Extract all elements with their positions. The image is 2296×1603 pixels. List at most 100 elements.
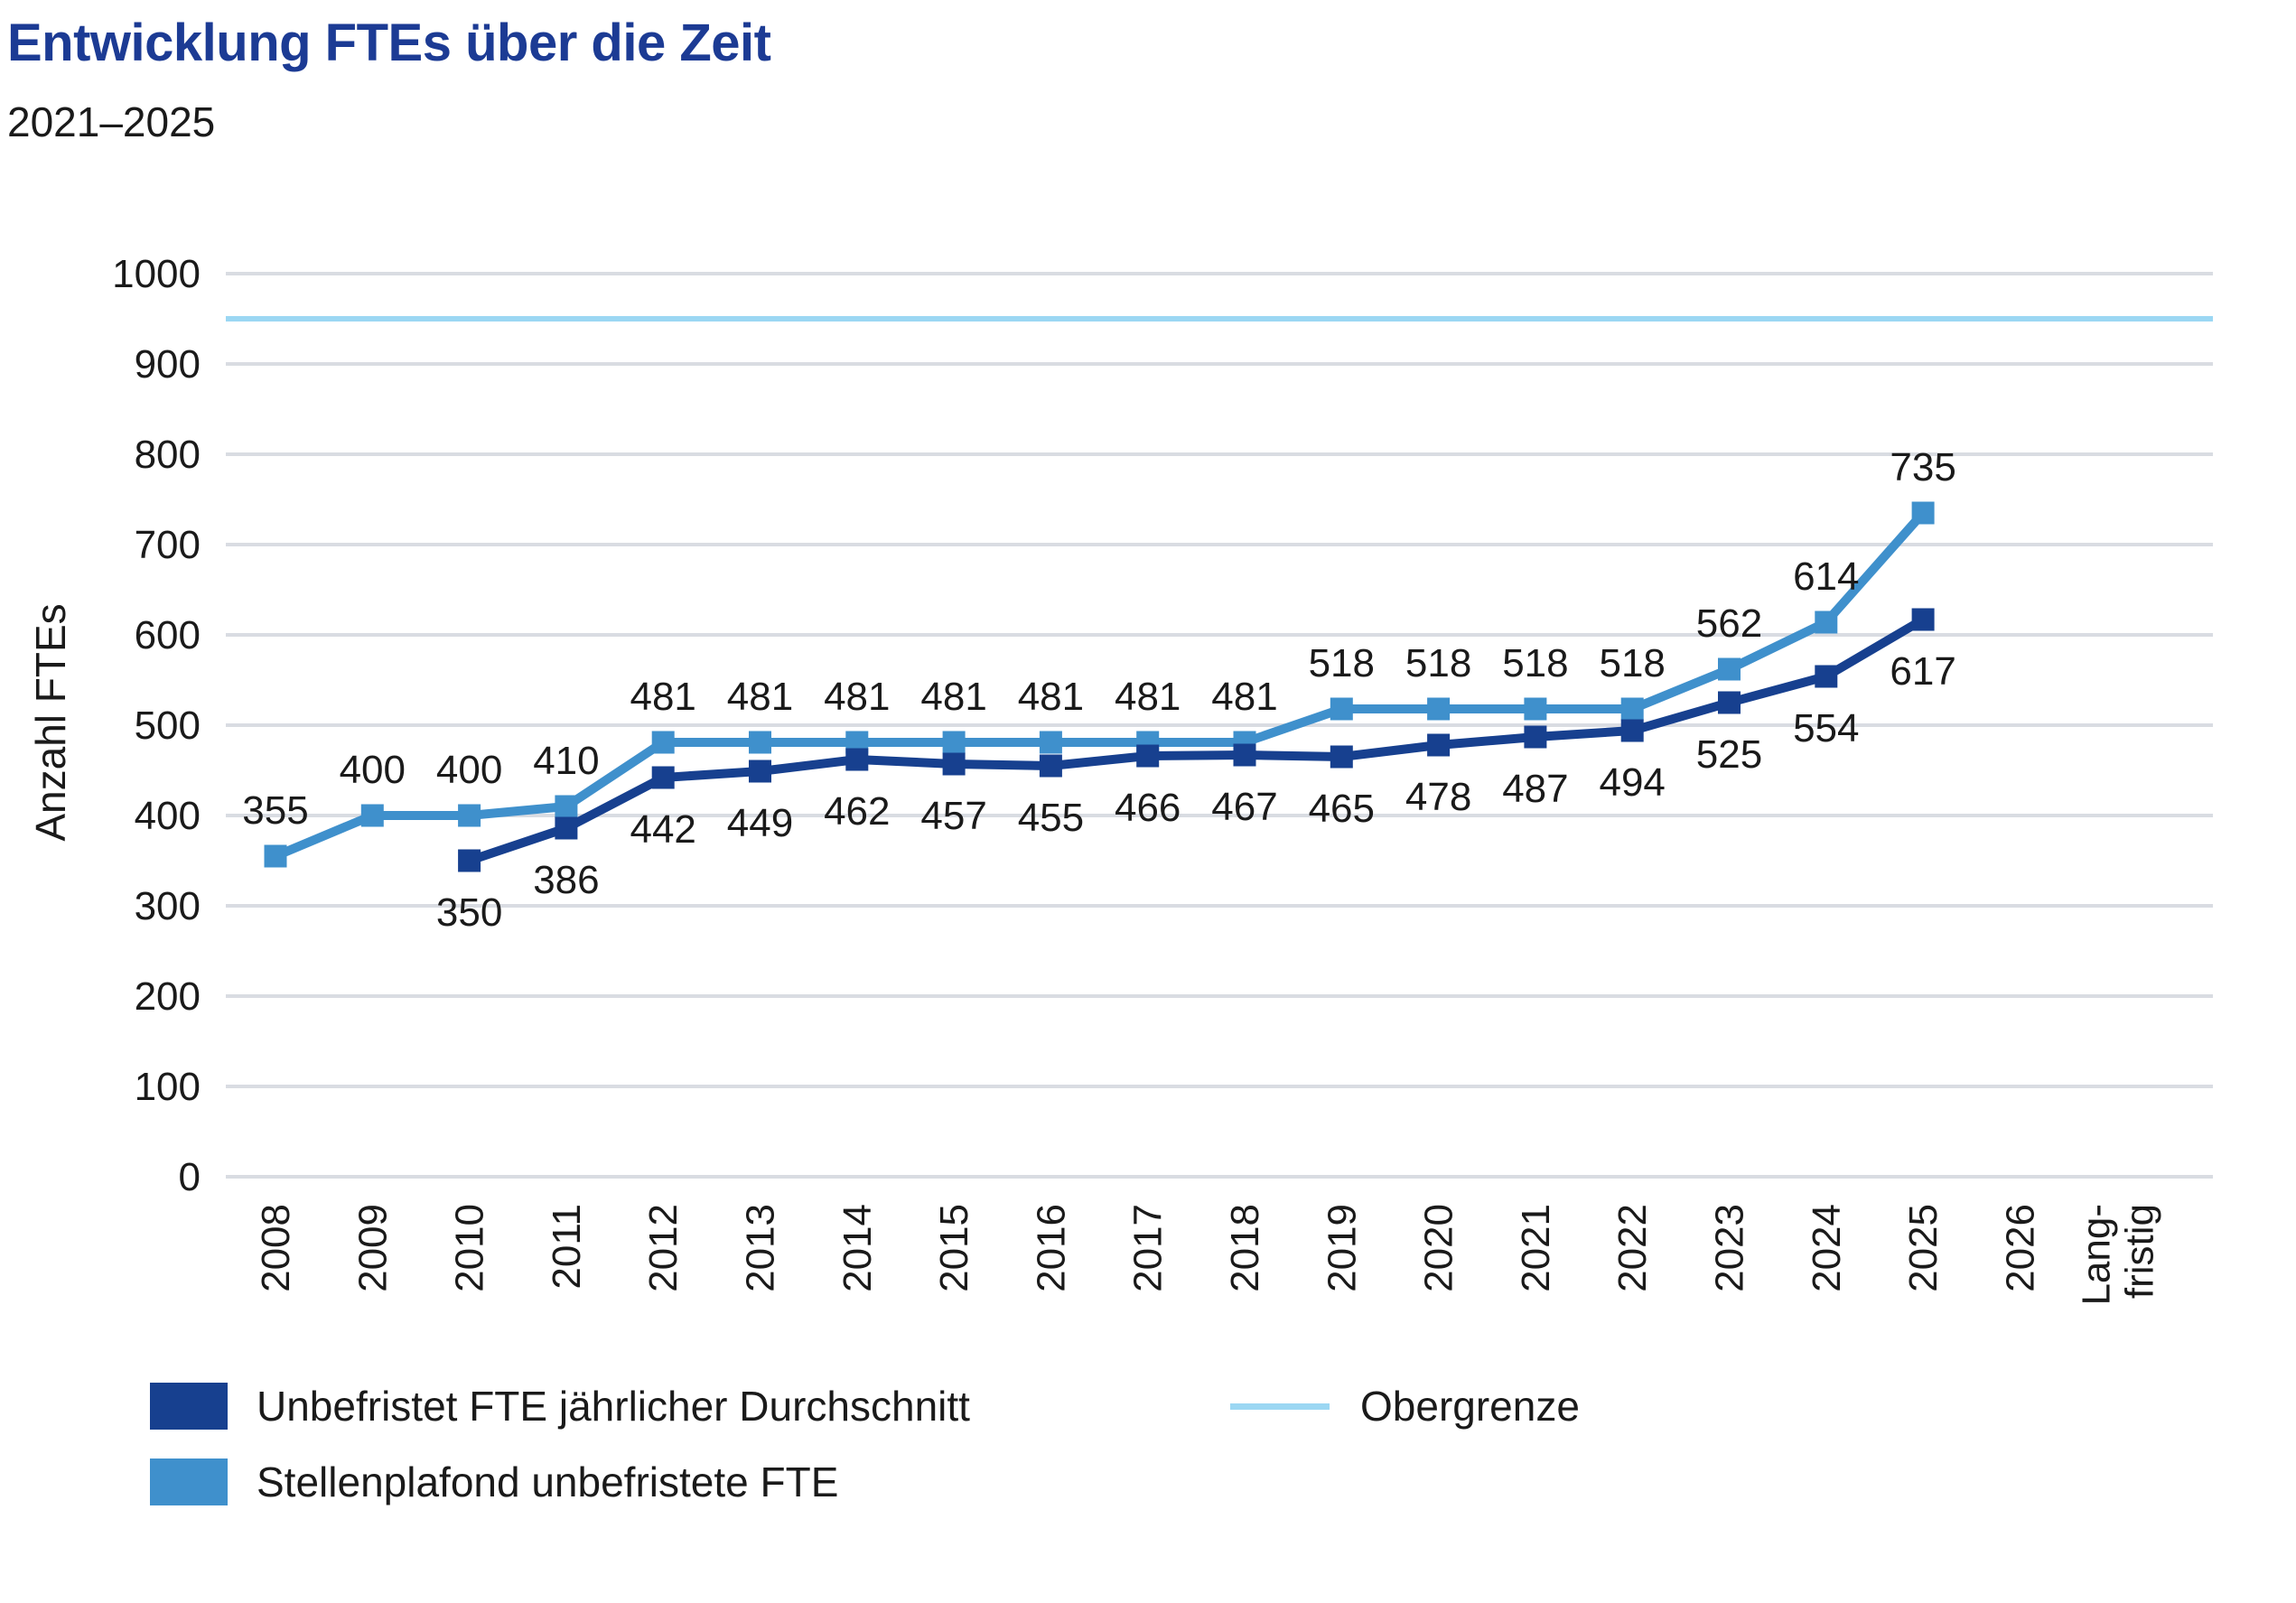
series-marker-1 bbox=[555, 795, 578, 818]
data-label: 525 bbox=[1696, 732, 1762, 777]
x-tick-label: 2021 bbox=[1514, 1204, 1558, 1292]
x-tick-label: 2016 bbox=[1029, 1204, 1073, 1292]
legend-label-stellenplafond: Stellenplafond unbefristete FTE bbox=[257, 1459, 839, 1505]
data-label: 487 bbox=[1502, 767, 1568, 811]
series-marker-0 bbox=[1233, 743, 1256, 767]
series-line-0 bbox=[468, 615, 1926, 865]
series-marker-1 bbox=[360, 804, 384, 827]
data-label: 410 bbox=[533, 739, 599, 783]
series-marker-1 bbox=[264, 844, 287, 868]
x-tick-label: 2015 bbox=[932, 1204, 976, 1292]
data-label: 386 bbox=[533, 858, 599, 902]
legend-label-unbefristet: Unbefristet FTE jährlicher Durchschnitt bbox=[257, 1383, 970, 1430]
data-label: 400 bbox=[340, 748, 406, 792]
series-marker-0 bbox=[942, 752, 966, 776]
data-label: 481 bbox=[824, 675, 890, 719]
x-tick-label: 2019 bbox=[1320, 1204, 1364, 1292]
legend-item-unbefristet: Unbefristet FTE jährlicher Durchschnitt bbox=[150, 1383, 970, 1430]
x-tick-label: 2022 bbox=[1610, 1204, 1655, 1292]
legend-item-obergrenze: Obergrenze bbox=[1230, 1383, 1580, 1430]
chart-legend: Unbefristet FTE jährlicher Durchschnitt … bbox=[0, 1368, 2296, 1603]
legend-item-stellenplafond: Stellenplafond unbefristete FTE bbox=[150, 1459, 838, 1505]
y-tick-label: 0 bbox=[179, 1155, 201, 1199]
line-chart-plot: 0 100 200 300 400 500 600 700 800 900 1000 2008 2009… bbox=[27, 252, 2213, 1306]
x-tick-label: 2010 bbox=[448, 1204, 492, 1292]
data-label: 614 bbox=[1793, 555, 1859, 599]
y-tick-label: 100 bbox=[135, 1065, 201, 1109]
data-label: 518 bbox=[1309, 641, 1375, 685]
data-label: 481 bbox=[1115, 675, 1181, 719]
series-marker-1 bbox=[1718, 657, 1741, 681]
data-label: 518 bbox=[1405, 641, 1471, 685]
data-label: 442 bbox=[630, 807, 695, 852]
y-tick-label: 300 bbox=[135, 884, 201, 928]
series-marker-0 bbox=[1911, 608, 1935, 631]
x-tick-label: 2014 bbox=[835, 1204, 880, 1292]
chart-title: Entwicklung FTEs über die Zeit bbox=[7, 14, 771, 72]
series-marker-0 bbox=[555, 816, 578, 840]
series-marker-1 bbox=[1620, 697, 1644, 721]
data-label: 455 bbox=[1018, 796, 1084, 840]
data-label: 465 bbox=[1309, 787, 1375, 831]
y-tick-label: 900 bbox=[135, 342, 201, 387]
data-label: 518 bbox=[1599, 641, 1665, 685]
data-label: 518 bbox=[1502, 641, 1568, 685]
stellenplafond-swatch bbox=[150, 1459, 228, 1505]
data-label: 355 bbox=[242, 788, 308, 833]
x-tick-label: 2026 bbox=[1998, 1204, 2042, 1292]
data-label: 617 bbox=[1890, 649, 1955, 694]
unbefristet-swatch bbox=[150, 1383, 228, 1430]
y-tick-label: 400 bbox=[135, 794, 201, 838]
data-label: 554 bbox=[1793, 706, 1859, 750]
x-tick-label: 2025 bbox=[1901, 1204, 1946, 1292]
series-marker-0 bbox=[1039, 754, 1062, 778]
series-marker-0 bbox=[1136, 744, 1160, 768]
y-tick-label: 800 bbox=[135, 433, 201, 477]
data-label: 457 bbox=[920, 794, 986, 838]
series-marker-1 bbox=[1330, 697, 1353, 721]
series-marker-1 bbox=[749, 731, 771, 754]
series-marker-1 bbox=[458, 804, 481, 827]
series-marker-0 bbox=[1427, 733, 1451, 757]
data-label: 481 bbox=[1211, 675, 1277, 719]
series-marker-0 bbox=[749, 760, 771, 783]
series-marker-0 bbox=[1620, 719, 1644, 742]
series-marker-1 bbox=[942, 731, 966, 754]
series-marker-0 bbox=[845, 748, 869, 771]
series-marker-1 bbox=[1524, 697, 1547, 721]
x-tick-label: 2023 bbox=[1708, 1204, 1752, 1292]
legend-label-obergrenze: Obergrenze bbox=[1360, 1383, 1580, 1430]
x-tick-label: 2008 bbox=[254, 1204, 298, 1292]
x-tick-label: 2017 bbox=[1126, 1204, 1171, 1292]
data-label: 467 bbox=[1211, 785, 1277, 829]
data-label: 494 bbox=[1599, 760, 1665, 805]
data-label: 478 bbox=[1405, 775, 1471, 819]
data-label: 466 bbox=[1115, 786, 1181, 830]
series-marker-0 bbox=[458, 849, 481, 872]
y-tick-label: 1000 bbox=[112, 252, 201, 296]
chart-subtitle: 2021–2025 bbox=[7, 98, 216, 145]
x-tick-label: 2013 bbox=[739, 1204, 783, 1292]
data-label: 481 bbox=[630, 675, 695, 719]
x-tick-label: 2018 bbox=[1223, 1204, 1267, 1292]
series-marker-0 bbox=[1815, 665, 1838, 688]
data-label: 562 bbox=[1696, 601, 1762, 646]
data-label: 400 bbox=[436, 748, 502, 792]
data-label: 449 bbox=[727, 801, 793, 845]
x-tick-label: 2012 bbox=[641, 1204, 686, 1292]
x-tick-label: 2011 bbox=[545, 1204, 589, 1290]
data-label: 481 bbox=[727, 675, 793, 719]
series-marker-0 bbox=[1718, 691, 1741, 714]
series-marker-1 bbox=[1039, 731, 1062, 754]
series-marker-0 bbox=[651, 766, 675, 789]
y-tick-label: 200 bbox=[135, 974, 201, 1019]
data-label: 462 bbox=[824, 789, 890, 834]
series-marker-1 bbox=[1815, 610, 1838, 634]
data-label: 735 bbox=[1890, 445, 1955, 489]
y-tick-label: 700 bbox=[135, 523, 201, 567]
obergrenze-swatch bbox=[1230, 1403, 1330, 1410]
y-tick-label: 600 bbox=[135, 613, 201, 657]
series-marker-1 bbox=[1427, 697, 1451, 721]
x-tick-label: Lang-fristig bbox=[2075, 1204, 2162, 1306]
series-marker-0 bbox=[1524, 725, 1547, 749]
